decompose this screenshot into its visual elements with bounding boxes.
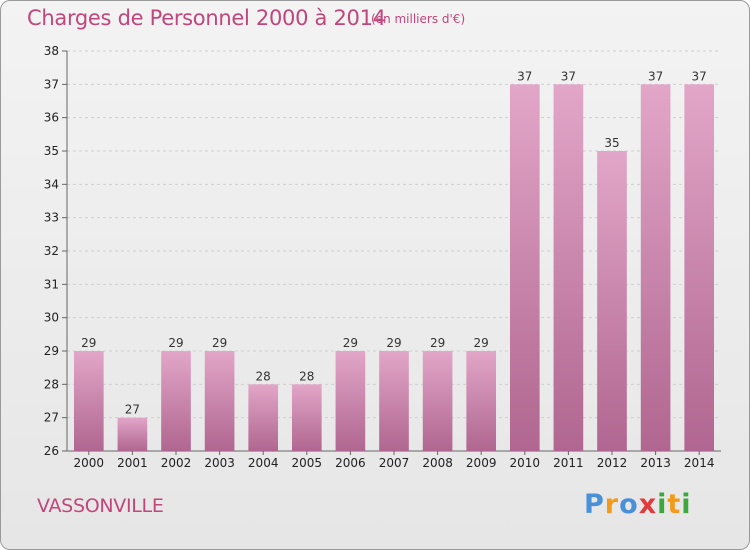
x-tick-label: 2008 <box>422 456 453 470</box>
x-tick-label: 2012 <box>597 456 628 470</box>
bar-value-label: 28 <box>299 369 314 383</box>
x-tick-label: 2000 <box>74 456 105 470</box>
x-tick-label: 2004 <box>248 456 279 470</box>
x-tick-label: 2002 <box>161 456 192 470</box>
y-tick-label: 29 <box>44 344 59 358</box>
bar <box>248 384 279 451</box>
x-tick-label: 2006 <box>335 456 366 470</box>
bar <box>117 417 148 451</box>
bar-value-label: 35 <box>604 136 619 150</box>
bar <box>204 351 235 451</box>
bar-value-label: 37 <box>517 69 532 83</box>
y-tick-label: 36 <box>44 111 59 125</box>
y-tick-label: 27 <box>44 411 59 425</box>
bar-value-label: 37 <box>692 69 707 83</box>
y-tick-label: 28 <box>44 377 59 391</box>
x-tick-label: 2001 <box>117 456 148 470</box>
y-tick-label: 31 <box>44 277 59 291</box>
bar <box>684 84 715 451</box>
logo-letter: P <box>584 489 605 520</box>
proxiti-logo: Proxiti <box>584 489 692 520</box>
bar-value-label: 37 <box>648 69 663 83</box>
logo-letter: i <box>657 489 668 520</box>
logo-letter: r <box>604 489 620 520</box>
y-tick-label: 35 <box>44 144 59 158</box>
bar <box>291 384 322 451</box>
x-tick-label: 2005 <box>292 456 323 470</box>
y-tick-label: 37 <box>44 77 59 91</box>
bar <box>466 351 497 451</box>
chart-title: Charges de Personnel 2000 à 2014 <box>27 6 386 30</box>
bar <box>553 84 584 451</box>
logo-letter: t <box>667 489 682 520</box>
bar-value-label: 29 <box>168 336 183 350</box>
y-tick-label: 30 <box>44 311 59 325</box>
x-tick-label: 2011 <box>553 456 584 470</box>
logo-letter: x <box>638 489 658 520</box>
x-tick-label: 2010 <box>510 456 541 470</box>
bar <box>640 84 671 451</box>
bar-value-label: 29 <box>430 336 445 350</box>
bar-value-label: 29 <box>343 336 358 350</box>
bar <box>509 84 540 451</box>
bar-value-label: 28 <box>256 369 271 383</box>
y-tick-label: 38 <box>44 44 59 58</box>
x-tick-label: 2007 <box>379 456 410 470</box>
x-tick-label: 2014 <box>684 456 715 470</box>
bar-value-label: 29 <box>212 336 227 350</box>
location-label: VASSONVILLE <box>37 495 164 517</box>
y-tick-label: 34 <box>44 177 59 191</box>
logo-letter: o <box>619 489 639 520</box>
logo-letter: i <box>681 489 692 520</box>
x-tick-label: 2013 <box>640 456 671 470</box>
bar <box>161 351 191 451</box>
bar <box>379 351 409 451</box>
bar-value-label: 29 <box>386 336 401 350</box>
bar <box>597 151 627 451</box>
y-tick-label: 26 <box>44 444 59 458</box>
bars <box>73 84 715 451</box>
y-tick-label: 32 <box>44 244 59 258</box>
bar <box>422 351 453 451</box>
labels: 26 27 28 29 30 31 32 33 34 35 36 37 38 29 2000 27 2001 29… <box>44 44 715 470</box>
y-tick-label: 33 <box>44 211 59 225</box>
bar-value-label: 29 <box>81 336 96 350</box>
chart-subtitle: (en milliers d'€) <box>371 12 466 26</box>
x-tick-label: 2009 <box>466 456 497 470</box>
bar-value-label: 27 <box>125 403 140 417</box>
bar-value-label: 29 <box>474 336 489 350</box>
bar-value-label: 37 <box>561 69 576 83</box>
bar <box>73 351 104 451</box>
x-tick-label: 2003 <box>204 456 235 470</box>
bar <box>335 351 366 451</box>
